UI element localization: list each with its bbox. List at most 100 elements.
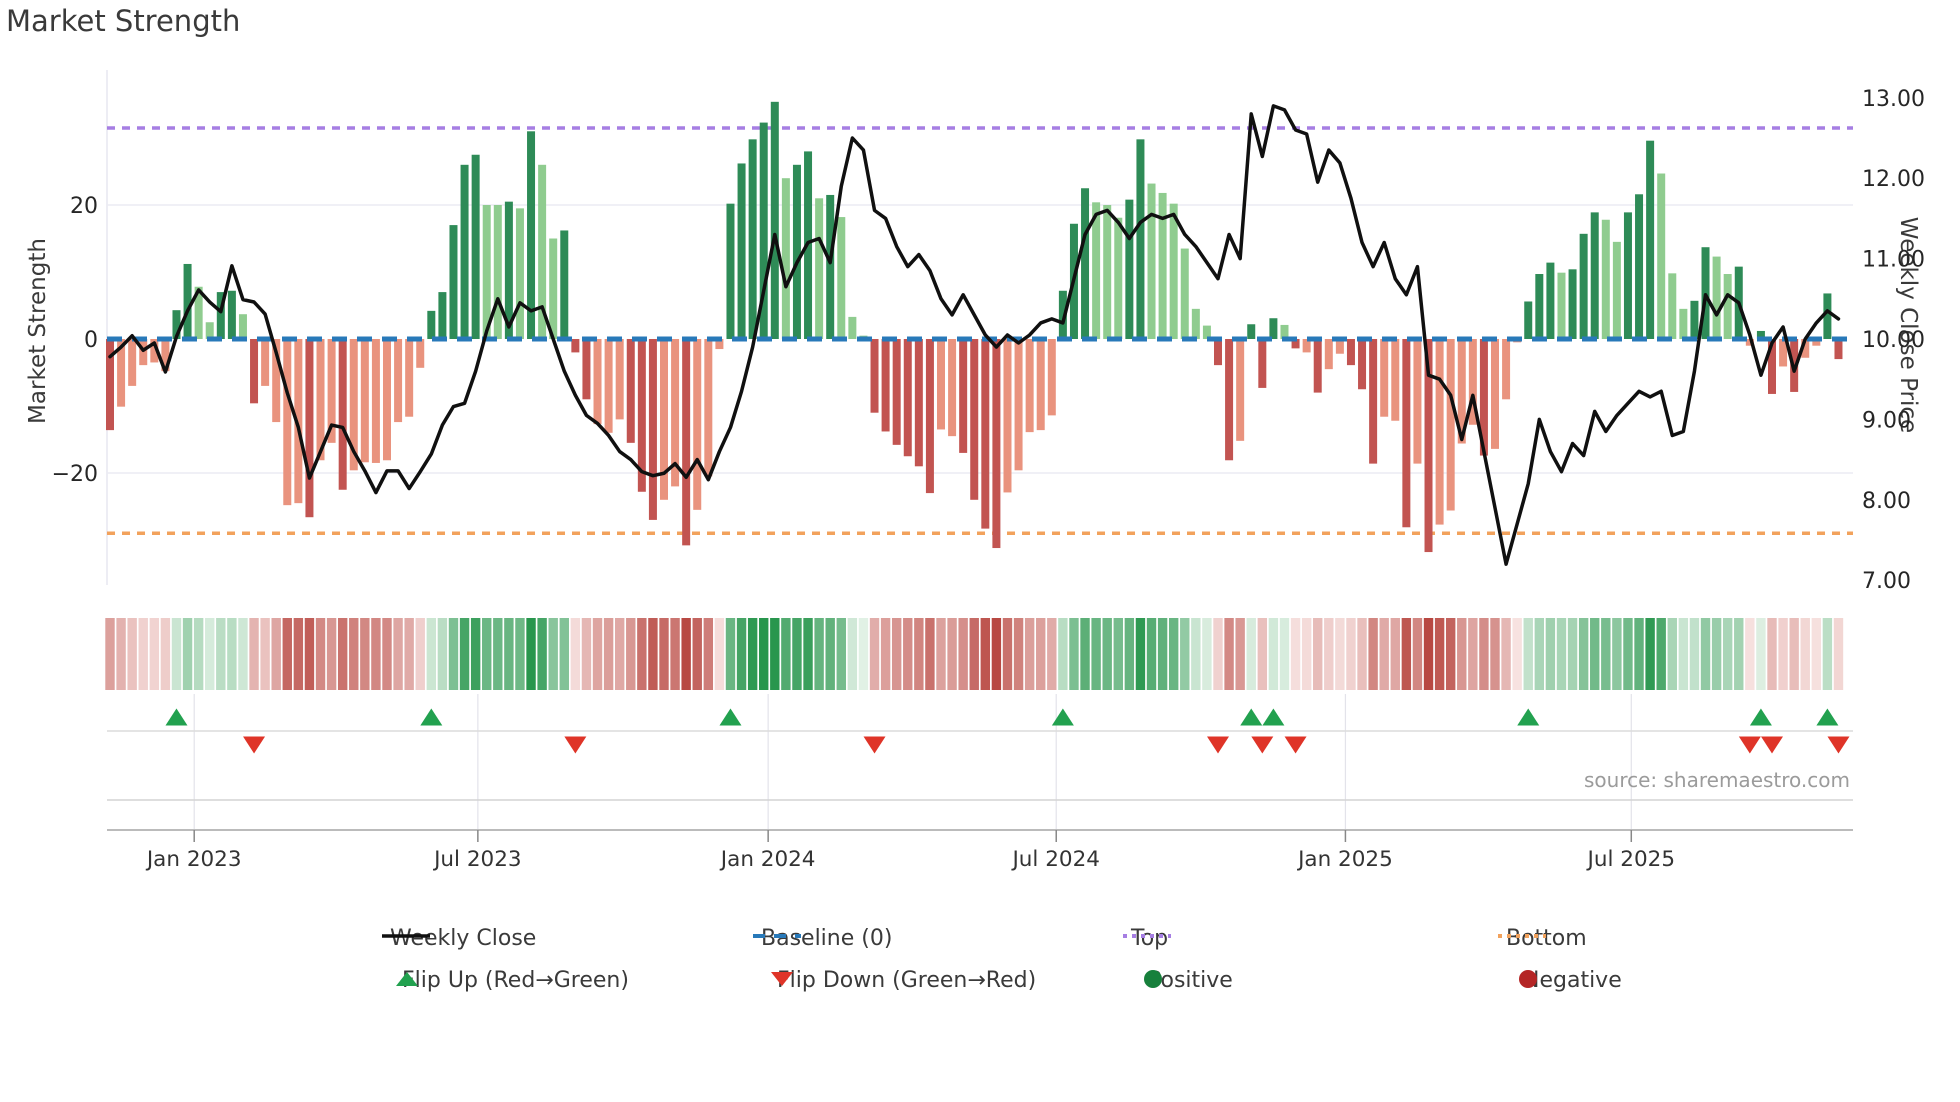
- heatmap-cell: [337, 618, 348, 690]
- strength-bar: [770, 101, 779, 339]
- heatmap-cell: [858, 618, 869, 690]
- heatmap-cell: [1634, 618, 1644, 690]
- legend-item-baseline: Baseline (0): [751, 926, 892, 951]
- page-title: Market Strength: [6, 4, 241, 38]
- heatmap-cell: [1678, 618, 1689, 690]
- flip-down-marker: [1827, 736, 1850, 754]
- heatmap-cell: [537, 618, 547, 690]
- strength-bar: [327, 339, 336, 443]
- strength-bar: [1380, 339, 1389, 417]
- heatmap-cell: [160, 618, 171, 690]
- strength-bar: [1601, 219, 1610, 339]
- heatmap-cell: [271, 618, 281, 690]
- legend-item-top: Top: [1121, 926, 1171, 951]
- strength-bar: [1147, 183, 1156, 339]
- heatmap-cell: [1324, 618, 1334, 690]
- strength-bar: [837, 217, 846, 339]
- legend-label: Flip Up (Red→Green): [402, 968, 629, 993]
- heatmap-cell: [1346, 618, 1356, 690]
- strength-bar: [1502, 339, 1511, 400]
- strength-bar: [726, 203, 735, 339]
- strength-bar: [759, 122, 768, 339]
- strength-bar: [981, 339, 990, 529]
- heatmap-cell: [1202, 618, 1212, 690]
- heatmap-cell: [991, 618, 1002, 690]
- heatmap-cell: [1013, 618, 1024, 690]
- heatmap-cell: [393, 618, 403, 690]
- strength-bar: [715, 339, 724, 350]
- heatmap-cell: [1168, 618, 1179, 690]
- heatmap-cell: [504, 618, 514, 690]
- strength-bar: [1169, 203, 1178, 339]
- legend-label: Positive: [1148, 968, 1233, 993]
- heatmap-cell: [293, 618, 304, 690]
- strength-bar: [1036, 339, 1045, 431]
- strength-bar: [1712, 256, 1721, 339]
- heatmap-cell: [182, 618, 193, 690]
- heatmap-cell: [526, 618, 536, 690]
- heatmap-cell: [947, 618, 957, 690]
- heatmap-cell: [681, 618, 691, 690]
- heatmap-cell: [969, 618, 979, 690]
- strength-bar: [1557, 272, 1566, 339]
- heatmap-cell: [1756, 618, 1766, 690]
- heatmap-cell: [1767, 618, 1777, 690]
- x-tick-label: Jul 2023: [432, 847, 522, 872]
- strength-bar: [693, 339, 702, 510]
- strength-bar: [1457, 339, 1466, 444]
- heatmap-cell: [714, 618, 725, 690]
- heatmap-cell: [1080, 618, 1090, 690]
- heatmap-cell: [1069, 618, 1079, 690]
- heatmap-cell: [836, 618, 846, 690]
- heatmap-cell: [781, 618, 791, 690]
- strength-bar: [748, 139, 757, 339]
- strength-bar: [549, 238, 558, 339]
- heatmap-cell: [1135, 618, 1146, 690]
- strength-bar: [1047, 339, 1056, 416]
- heatmap-cell: [570, 618, 581, 690]
- flip-down-marker: [564, 736, 587, 754]
- strength-bar: [416, 339, 425, 368]
- right-tick-label: 11.00: [1862, 248, 1925, 273]
- strength-bar: [1535, 274, 1544, 339]
- heatmap-cell: [482, 618, 492, 690]
- left-tick-label: −20: [52, 462, 98, 487]
- strength-bar: [1346, 339, 1355, 366]
- right-tick-label: 9.00: [1862, 408, 1911, 433]
- flip-down-marker: [1761, 736, 1783, 754]
- heatmap-cell: [1434, 618, 1445, 690]
- right-tick-label: 7.00: [1862, 569, 1911, 594]
- strength-bar: [106, 339, 114, 431]
- heatmap-cell: [1113, 618, 1123, 690]
- heatmap-cell: [1102, 618, 1112, 690]
- strength-bar: [504, 201, 513, 339]
- heatmap-cell: [925, 618, 935, 690]
- strength-bar: [515, 208, 524, 339]
- strength-bar: [1623, 212, 1632, 339]
- legend-label: Bottom: [1506, 926, 1587, 951]
- heatmap-cell: [1612, 618, 1622, 690]
- strength-bar: [538, 164, 547, 339]
- strength-bar: [626, 339, 635, 443]
- heatmap-cell: [559, 618, 569, 690]
- heatmap-cell: [1002, 618, 1013, 690]
- heatmap-cell: [149, 618, 160, 690]
- strength-bar: [349, 339, 358, 471]
- heatmap-cell: [1800, 618, 1810, 690]
- strength-bar: [637, 339, 646, 492]
- heatmap-cell: [1279, 618, 1290, 690]
- strength-bar: [427, 310, 436, 339]
- heatmap-cell: [1246, 618, 1256, 690]
- strength-bar: [648, 339, 657, 520]
- strength-bar: [1568, 269, 1577, 339]
- heatmap-cell: [1024, 618, 1035, 690]
- heatmap-cell: [1490, 618, 1500, 690]
- heatmap-cell: [315, 618, 326, 690]
- strength-bar: [959, 339, 968, 453]
- strength-bar: [992, 339, 1001, 549]
- heatmap-cell: [648, 618, 658, 690]
- x-tick-label: Jan 2024: [719, 847, 816, 872]
- strength-bar: [1668, 273, 1677, 339]
- strength-bar: [1358, 339, 1367, 390]
- heatmap-cell: [1623, 618, 1633, 690]
